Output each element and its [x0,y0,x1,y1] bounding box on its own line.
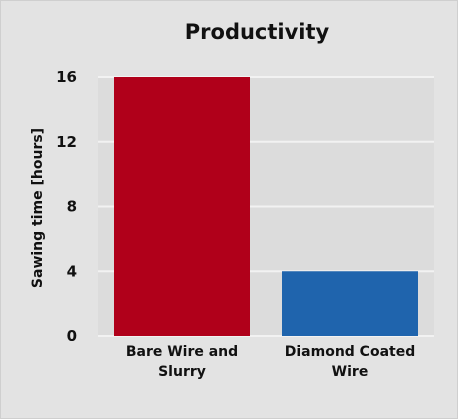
y-tick-label: 8 [67,198,77,216]
bars [114,77,418,336]
bar-1 [114,77,250,336]
chart-title: Productivity [185,20,330,44]
y-tick-label: 0 [67,327,77,345]
y-tick-label: 16 [56,68,77,86]
x-category-label: Diamond Coated [285,344,415,360]
bar-2 [282,271,418,336]
x-axis-labels: Bare Wire and Slurry Diamond Coated Wire [126,344,415,380]
x-category-label: Wire [332,364,369,380]
y-axis-ticks: 0 4 8 12 16 [56,68,77,345]
y-tick-label: 12 [56,133,77,151]
y-tick-label: 4 [67,262,77,280]
x-category-label: Slurry [158,364,206,380]
y-axis-label: Sawing time [hours] [30,128,46,288]
x-category-label: Bare Wire and [126,344,238,360]
